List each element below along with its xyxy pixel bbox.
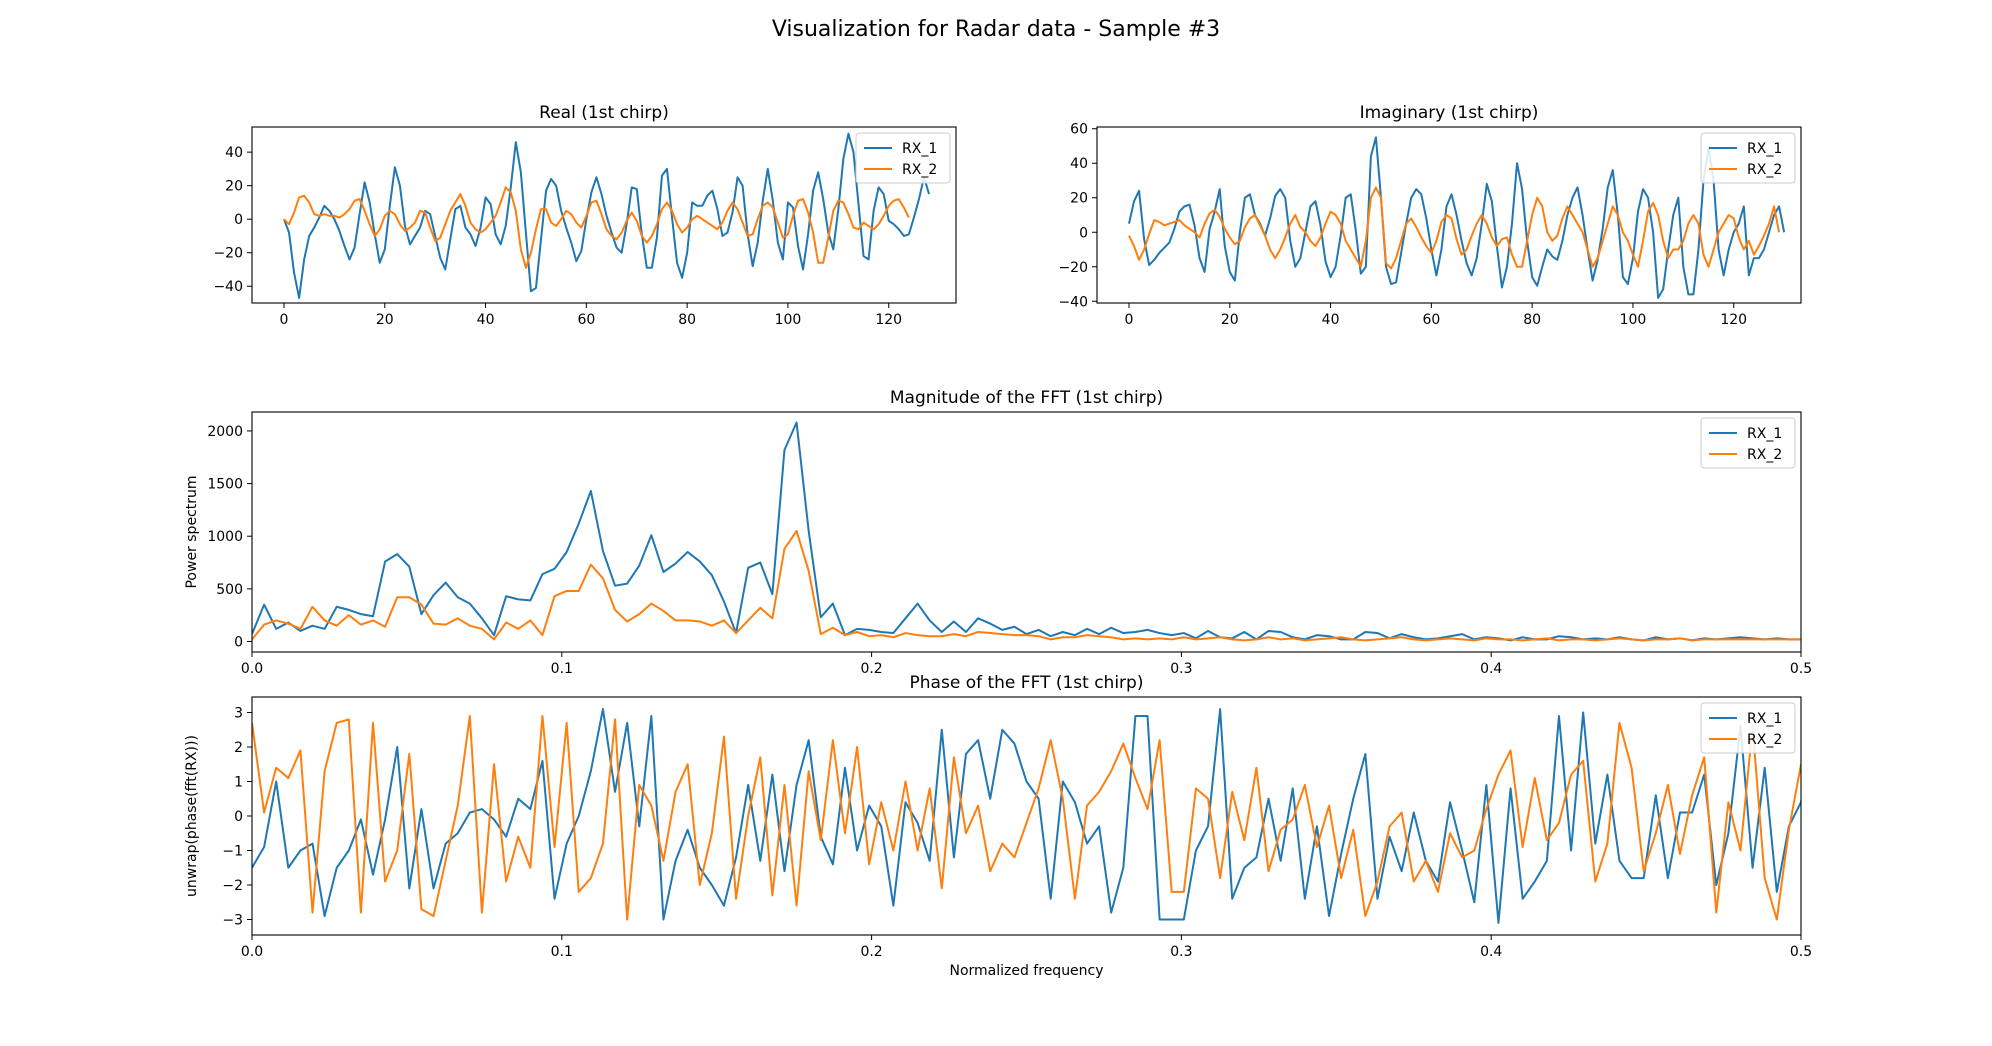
subplots: Real (1st chirp)0 20 40 60 80 100 120−40−20020… [184,103,1812,979]
figure-suptitle: Visualization for Radar data - Sample #3 [772,17,1220,42]
series-line-rx-2 [1128,186,1781,270]
x-tick-label: 80 [678,312,696,328]
x-tick-label: 80 [1523,312,1541,328]
legend-entry: RX_2 [1747,447,1782,463]
series-line-rx-2 [252,529,1801,642]
legend-entry: RX_2 [1747,162,1782,178]
legend-entry: RX_2 [1747,732,1782,748]
legend: RX_1 RX_2 [1700,702,1796,754]
subplot-2: Imaginary (1st chirp) 0 20 40 60 80 100 120 −40 −… [1058,103,1802,328]
legend-entry: RX_2 [902,162,937,178]
y-tick-label: 20 [225,179,243,195]
x-tick-label: 0.3 [1170,661,1192,677]
legend-entry: RX_1 [1747,141,1782,157]
x-tick-label: 0.1 [551,661,573,677]
x-tick-label: 100 [1620,312,1647,328]
y-tick-label: 40 [1070,156,1088,172]
y-tick-label: 20 [1070,191,1088,207]
y-tick-label: 40 [225,145,243,161]
y-axis-label: unwrap(phase(fft(RX))) [184,735,200,897]
y-tick-label: 0 [234,212,243,228]
y-tick-label: 1500 [207,477,243,493]
x-tick-label: 0.4 [1480,661,1502,677]
y-tick-label: 0 [1079,225,1088,241]
x-axis-label: Normalized frequency [949,963,1103,979]
subplot-title: Magnitude of the FFT (1st chirp) [890,388,1163,408]
x-tick-label: 120 [875,312,902,328]
x-tick-label: 0.1 [551,944,573,960]
series-line-rx-1 [1128,136,1786,299]
axes-frame [1096,126,1802,304]
legend-entry: RX_1 [902,141,937,157]
y-tick-label: −20 [1058,260,1088,276]
legend: RX_1 RX_2 [1700,132,1796,184]
legend-entry: RX_1 [1747,426,1782,442]
series-line-rx-1 [252,708,1801,924]
series-lines [252,421,1801,642]
y-tick-label: 0 [234,809,243,825]
subplot-title: Phase of the FFT (1st chirp) [910,673,1144,693]
legend-frame [1700,417,1796,469]
legend-frame [855,132,951,184]
x-tick-label: 0 [1125,312,1134,328]
x-tick-label: 40 [1322,312,1340,328]
x-tick-label: 20 [376,312,394,328]
y-tick-label: 1000 [207,529,243,545]
x-tick-label: 0.2 [860,661,882,677]
legend: RX_1 RX_2 [1700,417,1796,469]
subplot-3: Magnitude of the FFT (1st chirp) 0.0 0.1 0.… [184,388,1812,677]
x-tick-label: 0.5 [1790,944,1812,960]
y-tick-label: 1 [234,775,243,791]
x-tick-label: 0.3 [1170,944,1192,960]
legend-entry: RX_1 [1747,711,1782,727]
y-axis-label: Power spectrum [184,475,200,588]
legend-frame [1700,132,1796,184]
series-lines [1128,136,1786,299]
y-tick-label: 0 [234,634,243,650]
x-tick-label: 60 [1422,312,1440,328]
subplot-title: Real (1st chirp) [539,103,669,123]
y-tick-label: 60 [1070,122,1088,138]
x-tick-label: 0.0 [241,944,263,960]
y-tick-label: −3 [222,912,243,928]
x-tick-label: 0.0 [241,661,263,677]
y-tick-label: −40 [1058,294,1088,310]
x-tick-label: 0.2 [860,944,882,960]
legend-frame [1700,702,1796,754]
subplot-title: Imaginary (1st chirp) [1360,103,1539,123]
y-tick-label: −20 [213,246,243,262]
series-lines [252,708,1801,924]
y-tick-label: 500 [216,582,243,598]
legend: RX_1 RX_2 [855,132,951,184]
y-tick-label: −2 [222,878,243,894]
x-tick-label: 120 [1720,312,1747,328]
subplot-4: Phase of the FFT (1st chirp) 0.0 0.1 0.2 0.3… [184,673,1812,979]
x-tick-label: 100 [775,312,802,328]
y-tick-label: 3 [234,706,243,722]
x-tick-label: 20 [1221,312,1239,328]
subplot-1: Real (1st chirp) 0 20 40 60 80 100 120 −40 −20 0 20… [213,103,957,328]
y-tick-label: 2000 [207,424,243,440]
axes-frame [251,411,1802,653]
series-lines [283,132,930,299]
series-line-rx-1 [283,132,930,299]
series-line-rx-2 [283,186,910,269]
y-tick-label: −40 [213,279,243,295]
y-tick-label: 2 [234,740,243,756]
x-tick-label: 0.4 [1480,944,1502,960]
x-tick-label: 40 [477,312,495,328]
x-tick-label: 60 [577,312,595,328]
series-line-rx-2 [252,714,1801,921]
x-tick-label: 0.5 [1790,661,1812,677]
x-tick-label: 0 [280,312,289,328]
y-tick-label: −1 [222,843,243,859]
axes-frame [251,126,957,304]
